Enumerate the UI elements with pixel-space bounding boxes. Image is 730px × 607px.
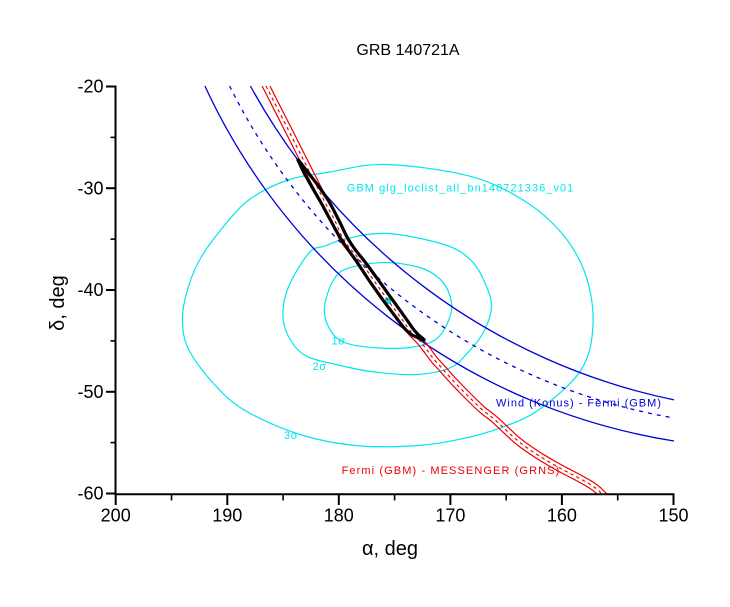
svg-text:190: 190 [212,506,242,526]
svg-text:150: 150 [658,506,688,526]
svg-text:200: 200 [101,506,131,526]
svg-text:170: 170 [435,506,465,526]
svg-text:-30: -30 [77,178,103,198]
svg-text:160: 160 [547,506,577,526]
svg-text:2σ: 2σ [313,361,327,373]
svg-text:3σ: 3σ [284,430,298,442]
svg-text:-60: -60 [77,484,103,504]
svg-text:δ, deg: δ, deg [47,275,69,331]
svg-text:180: 180 [324,506,354,526]
svg-text:Wind (Konus) - Fermi (GBM): Wind (Konus) - Fermi (GBM) [496,398,662,410]
svg-text:GRB 140721A: GRB 140721A [356,42,460,59]
svg-text:-40: -40 [77,280,103,300]
svg-text:Fermi (GBM) - MESSENGER (GRNS): Fermi (GBM) - MESSENGER (GRNS) [342,465,561,477]
svg-text:-50: -50 [77,382,103,402]
svg-text:-20: -20 [77,77,103,97]
svg-text:GBM glg_loclist_all_bn14072133: GBM glg_loclist_all_bn140721336_v01 [347,183,575,195]
svg-text:α, deg: α, deg [362,538,418,560]
svg-text:1σ: 1σ [332,336,346,348]
